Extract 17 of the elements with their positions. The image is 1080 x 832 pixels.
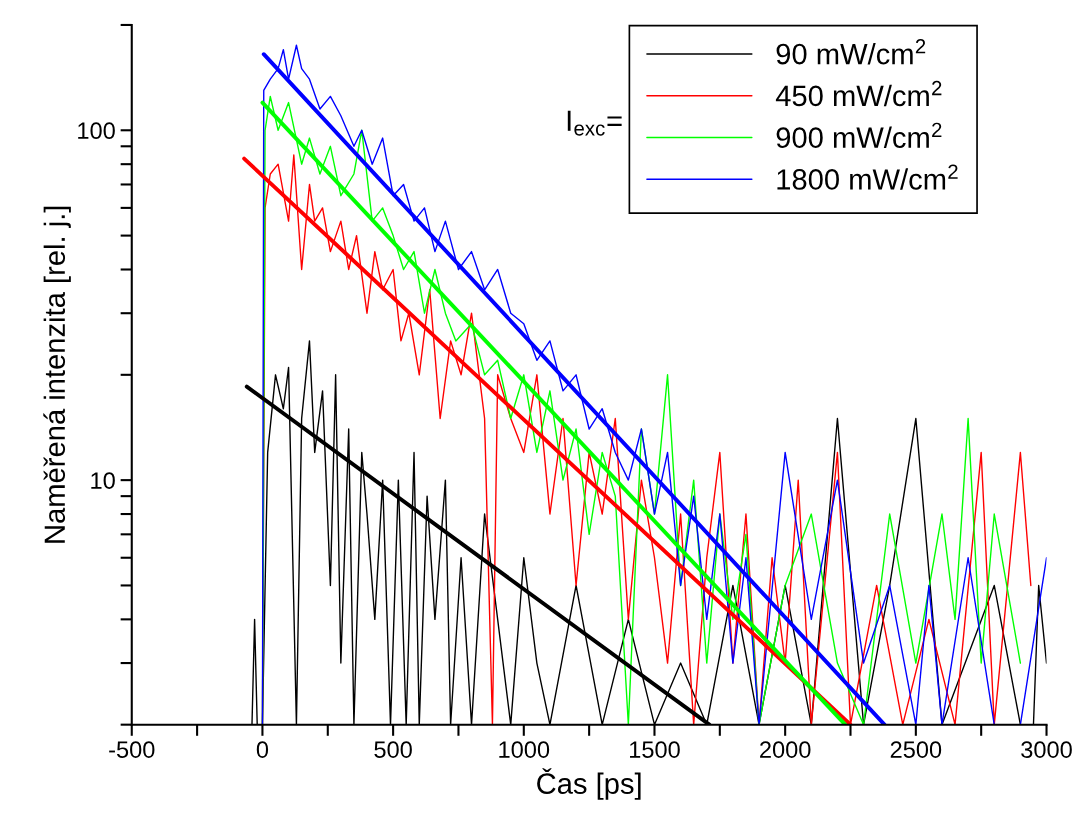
- y-axis-title: Naměřená intenzita [rel. j.]: [43, 206, 71, 543]
- x-tick-label: 0: [256, 741, 269, 758]
- legend-label: 900 mW/cm$^{2}$: [776, 122, 942, 148]
- x-tick-label: -500: [109, 741, 155, 758]
- x-axis-title: Čas [ps]: [537, 768, 641, 800]
- x-tick-label: 500: [374, 741, 412, 758]
- x-tick-label: 1500: [630, 741, 680, 758]
- x-tick-label: 1000: [499, 741, 550, 758]
- x-tick-label: 2000: [760, 741, 811, 758]
- y-tick-label: 10: [91, 472, 115, 489]
- legend-label: 450 mW/cm$^{2}$: [775, 80, 942, 107]
- x-tick-label: 3000: [1021, 741, 1072, 758]
- legend-label: 90 mW/cm$^{2}$: [776, 39, 926, 65]
- legend-label: 1800 mW/cm$^{2}$: [777, 164, 958, 190]
- legend-title: I$_{exc}$=: [567, 110, 622, 136]
- x-tick-label: 2500: [890, 741, 942, 758]
- y-tick-label: 100: [78, 122, 115, 140]
